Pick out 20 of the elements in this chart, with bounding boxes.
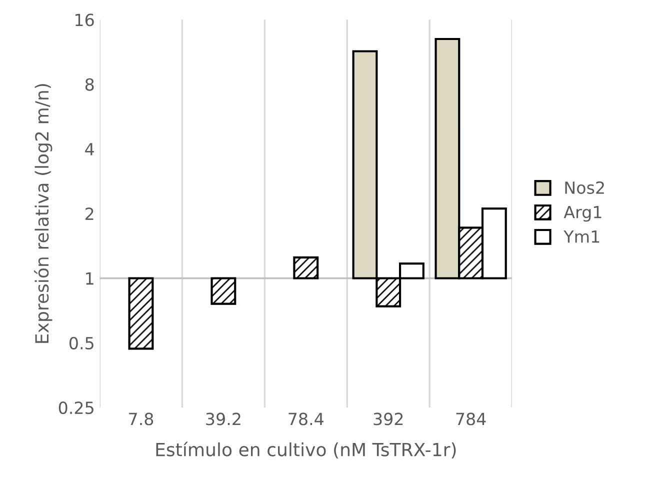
bar [210, 277, 236, 305]
y-tick-label: 16 [76, 14, 94, 26]
y-tick-label: 4 [85, 143, 94, 156]
x-tick-label: 39.2 [206, 412, 240, 426]
y-tick-label: 2 [86, 208, 94, 220]
y-tick-label: 1 [86, 272, 94, 285]
legend-label: Nos2 [565, 181, 604, 194]
x-tick-label: 784 [456, 412, 486, 426]
x-tick-label: 7.8 [129, 412, 154, 426]
x-axis-title: Estímulo en cultivo (nM TsTRX-1r) [156, 442, 456, 459]
x-tick-label: 78.4 [288, 412, 324, 426]
y-tick-label: 8 [85, 78, 94, 91]
legend-label: Arg1 [564, 206, 602, 222]
y-axis-title: Expresión relativa (log2 m/n) [34, 84, 52, 343]
y-tick-label: 0.25 [58, 401, 94, 414]
y-tick-label: 0.5 [69, 336, 94, 350]
bar [293, 256, 319, 280]
legend-label: Ym1 [564, 230, 600, 243]
x-tick-label: 392 [374, 412, 403, 426]
bar [128, 277, 154, 350]
